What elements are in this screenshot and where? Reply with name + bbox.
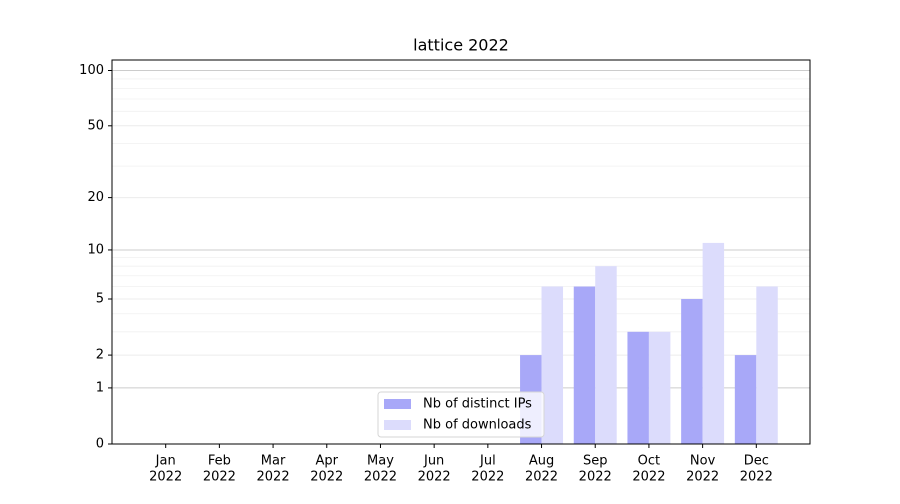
x-tick-label: 2022 — [579, 470, 612, 485]
x-tick-label: 2022 — [310, 470, 343, 485]
y-tick-label: 100 — [79, 63, 104, 78]
bar — [734, 355, 757, 444]
x-tick-label: Nov — [690, 454, 716, 469]
chart-title: lattice 2022 — [413, 36, 509, 55]
x-tick-label: Jun — [423, 454, 444, 469]
bar — [541, 286, 564, 444]
y-tick-label: 2 — [96, 348, 104, 363]
bar — [627, 331, 649, 444]
x-tick-label: Jul — [479, 454, 496, 469]
x-tick-label: Sep — [583, 454, 608, 469]
x-tick-label: 2022 — [686, 470, 719, 485]
x-tick-label: 2022 — [364, 470, 397, 485]
x-tick-label: 2022 — [740, 470, 773, 485]
y-tick-label: 10 — [87, 242, 104, 257]
bar — [595, 266, 617, 444]
x-tick-label: Aug — [529, 454, 554, 469]
y-tick-label: 1 — [96, 380, 104, 395]
legend-swatch — [384, 420, 411, 430]
x-tick-label: Oct — [638, 454, 660, 469]
x-tick-label: 2022 — [418, 470, 451, 485]
bar — [648, 331, 671, 444]
x-tick-label: Apr — [316, 454, 339, 469]
legend-label: Nb of downloads — [423, 418, 532, 433]
x-tick-label: Feb — [208, 454, 231, 469]
y-tick-label: 0 — [96, 437, 104, 452]
bar — [702, 242, 725, 444]
y-tick-label: 50 — [87, 118, 104, 133]
x-tick-label: May — [367, 454, 394, 469]
x-tick-label: Mar — [261, 454, 286, 469]
x-tick-label: 2022 — [149, 470, 182, 485]
bar — [573, 286, 596, 444]
y-tick-label: 20 — [87, 190, 104, 205]
legend-swatch — [384, 399, 411, 409]
x-tick-label: 2022 — [632, 470, 665, 485]
legend-label: Nb of distinct IPs — [423, 397, 532, 412]
x-tick-label: 2022 — [525, 470, 558, 485]
x-tick-label: 2022 — [471, 470, 504, 485]
x-tick-label: 2022 — [257, 470, 290, 485]
y-tick-label: 5 — [96, 291, 104, 306]
bar — [681, 298, 703, 444]
plot-frame — [111, 59, 811, 445]
x-tick-label: 2022 — [203, 470, 236, 485]
bar — [756, 286, 778, 444]
x-tick-label: Jan — [155, 454, 176, 469]
legend-box — [377, 391, 545, 438]
x-tick-label: Dec — [744, 454, 769, 469]
